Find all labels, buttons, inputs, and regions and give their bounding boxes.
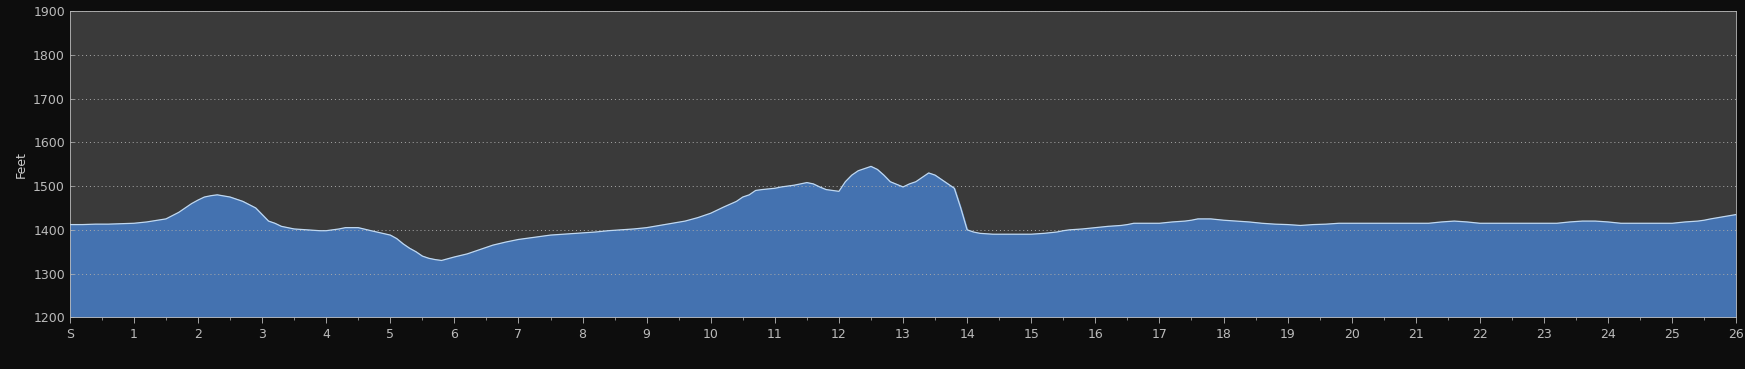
Y-axis label: Feet: Feet — [14, 151, 28, 177]
